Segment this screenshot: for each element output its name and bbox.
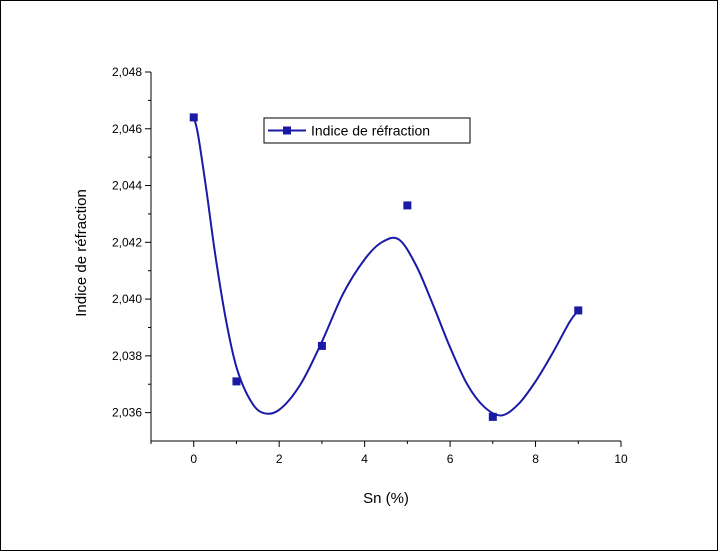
y-tick-label: 2,038 (112, 349, 142, 363)
data-point (317, 341, 326, 350)
legend: Indice de réfraction (263, 117, 471, 144)
data-point (488, 412, 497, 421)
data-points (189, 113, 583, 421)
x-axis-title: Sn (%) (363, 490, 409, 507)
y-tick-label: 2,042 (112, 235, 142, 249)
y-tick-label: 2,040 (112, 292, 142, 306)
data-point (232, 377, 241, 386)
axes (150, 72, 621, 442)
x-tick-label: 2 (276, 452, 283, 466)
x-tick-label: 6 (447, 452, 454, 466)
legend-box (263, 117, 471, 144)
x-tick-label: 8 (532, 452, 539, 466)
legend-marker-swatch (283, 126, 291, 135)
x-tick-label: 4 (361, 452, 368, 466)
data-point (574, 306, 583, 315)
y-tick-label: 2,048 (112, 65, 142, 79)
y-tick-label: 2,046 (112, 122, 142, 136)
fit-curve-line (192, 117, 580, 417)
data-point (403, 201, 412, 210)
axis-ticks: 2,036 2,038 2,040 2,042 2,044 2,046 2,048 0 2 4 6 8… (112, 65, 628, 466)
y-tick-label: 2,036 (112, 406, 142, 420)
y-tick-label: 2,044 (112, 179, 142, 193)
x-tick-label: 10 (614, 452, 628, 466)
legend-label: Indice de réfraction (311, 123, 430, 139)
data-point (189, 113, 198, 122)
fit-curve-layer (192, 117, 580, 417)
x-tick-label: 0 (190, 452, 197, 466)
y-axis-title: Indice de réfraction (73, 189, 90, 317)
